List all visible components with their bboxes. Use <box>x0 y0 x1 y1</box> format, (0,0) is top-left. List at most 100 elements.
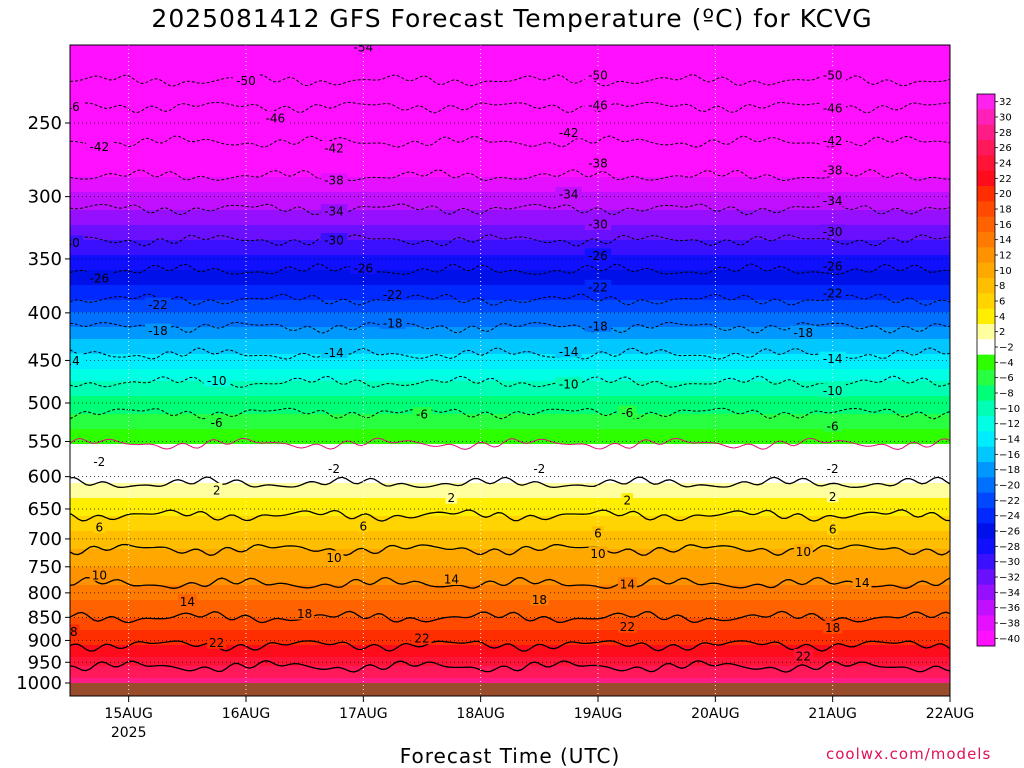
contour-label: -6 <box>621 406 633 420</box>
temperature-band <box>70 135 950 139</box>
colorbar-swatch <box>977 324 995 340</box>
temperature-band <box>70 654 950 658</box>
y-tick-label: 750 <box>28 557 62 578</box>
temperature-band <box>70 378 950 382</box>
temperature-band <box>70 150 950 154</box>
temperature-band <box>70 351 950 355</box>
temperature-band <box>70 564 950 568</box>
colorbar-label: −30 <box>999 557 1020 568</box>
temperature-band <box>70 339 950 343</box>
colorbar-swatch <box>977 232 995 248</box>
contour-label-bg <box>790 325 817 339</box>
temperature-band <box>70 444 950 448</box>
temperature-band <box>70 438 950 442</box>
y-tick-label: 250 <box>28 113 62 134</box>
x-tick-label: 19AUG <box>574 706 623 722</box>
contour-label: -10 <box>559 377 579 391</box>
contour-label-bg <box>588 546 608 560</box>
temperature-band <box>70 681 950 685</box>
colorbar-label: −22 <box>999 496 1020 507</box>
colorbar-label: 16 <box>999 220 1012 231</box>
contour-label-bg <box>819 68 846 82</box>
contour-label-bg <box>819 383 846 397</box>
contour-label: 10 <box>92 568 107 582</box>
temperature-band <box>70 120 950 124</box>
contour-label-bg <box>207 635 227 649</box>
temperature-band <box>70 396 950 400</box>
contour-label-bg <box>203 373 230 387</box>
contour-label-bg <box>617 577 637 591</box>
temperature-band <box>70 432 950 436</box>
colorbar-swatch <box>977 339 995 356</box>
contour-label-bg <box>89 567 109 581</box>
temperature-band <box>70 303 950 307</box>
colorbar-label: 18 <box>999 205 1012 216</box>
temperature-band <box>70 222 950 226</box>
temperature-band <box>70 609 950 613</box>
temperature-band <box>70 180 950 184</box>
contour-label: -6 <box>827 419 839 433</box>
temperature-band <box>70 501 950 505</box>
contour-label: -46 <box>266 112 286 126</box>
temperature-band <box>70 606 950 610</box>
temperature-band <box>70 495 950 499</box>
contour-label-bg <box>93 520 106 534</box>
isotherm-line <box>70 407 950 420</box>
temperature-band <box>70 621 950 625</box>
credit-link[interactable]: coolwx.com/models <box>826 745 992 763</box>
colorbar-swatch <box>977 416 995 432</box>
colorbar-swatch <box>977 170 995 187</box>
contour-label-bg <box>89 454 109 468</box>
temperature-band <box>70 435 950 439</box>
contour-label: -26 <box>823 259 843 273</box>
temperature-band <box>70 387 950 391</box>
temperature-band <box>70 567 950 571</box>
contour-label-bg <box>617 405 637 419</box>
contour-label-bg <box>177 594 197 608</box>
contour-label: -18 <box>588 319 608 333</box>
contour-label-bg <box>379 287 406 301</box>
contour-label: 6 <box>594 527 602 541</box>
temperature-band <box>70 159 950 163</box>
contour-label-bg <box>826 489 839 503</box>
contour-label: 22 <box>414 632 429 646</box>
temperature-band <box>70 324 950 328</box>
contour-label: -46 <box>588 98 608 112</box>
temperature-band <box>70 330 950 334</box>
temperature-band <box>70 603 950 607</box>
contour-label: -18 <box>148 324 168 338</box>
colorbar-label: −10 <box>999 404 1020 415</box>
temperature-band <box>70 321 950 325</box>
isotherm-line <box>70 74 950 87</box>
colorbar-swatch <box>977 523 995 540</box>
temperature-band <box>70 276 950 280</box>
temperature-band <box>70 126 950 130</box>
temperature-band <box>70 384 950 388</box>
contour-label-bg <box>324 461 344 475</box>
temperature-band <box>70 492 950 496</box>
colorbar-swatch <box>977 600 995 616</box>
temperature-band <box>70 552 950 556</box>
temperature-band <box>70 465 950 469</box>
colorbar-swatch <box>977 615 995 632</box>
temperature-band <box>70 210 950 214</box>
temperature-band <box>70 297 950 301</box>
time-axis: 15AUG 16AUG 17AUG 18AUG 19AUG 20AUG 21AUG 22AUG… <box>104 696 974 741</box>
temperature-band <box>70 423 950 427</box>
colorbar-swatch <box>977 554 995 570</box>
contour-label-bg <box>324 550 344 564</box>
temperature-band <box>70 156 950 160</box>
temperature-band <box>70 213 950 217</box>
x-tick-label: 15AUG <box>104 706 153 722</box>
contour-label: 14 <box>854 576 869 590</box>
contour-label: -2 <box>93 455 105 469</box>
temperature-band <box>70 546 950 550</box>
contour-label: -2 <box>533 462 545 476</box>
contour-label: -30 <box>588 217 608 231</box>
temperature-band <box>70 105 950 109</box>
contour-label: -54 <box>354 40 374 54</box>
contour-label: -50 <box>823 69 843 83</box>
colorbar-label: 26 <box>999 143 1012 154</box>
temperature-band <box>70 441 950 445</box>
